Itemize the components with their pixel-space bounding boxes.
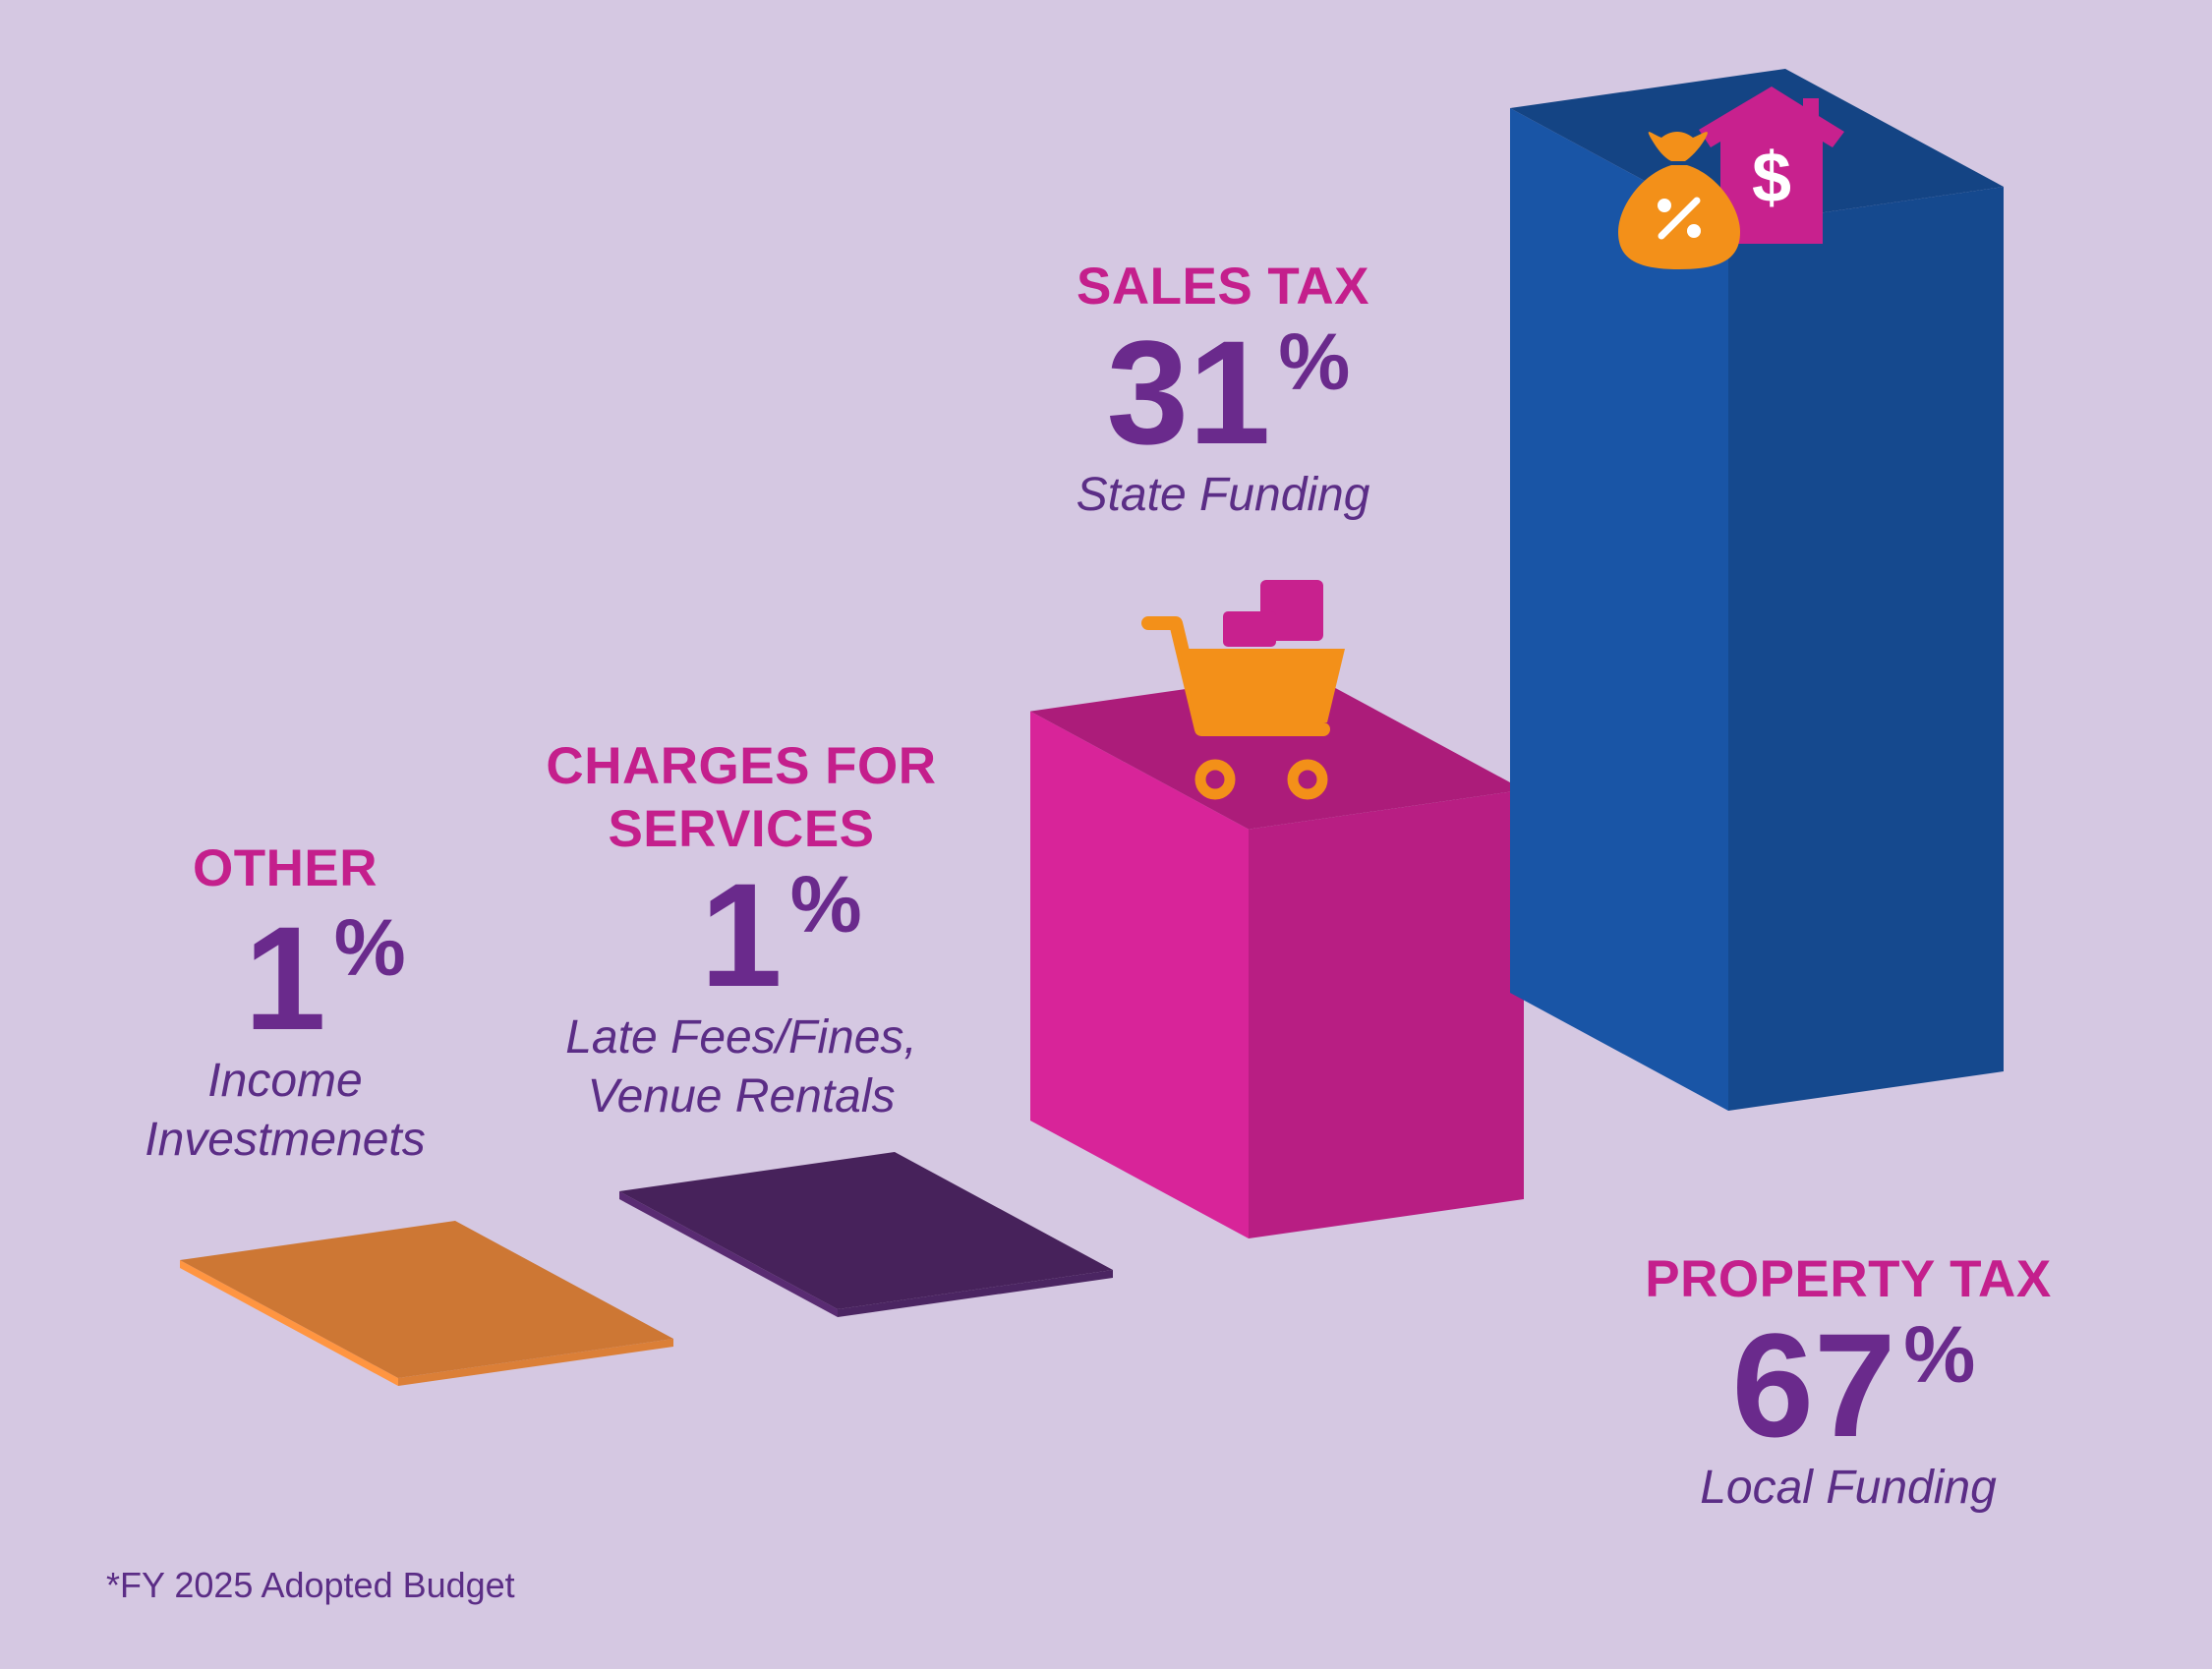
desc-sales: State Funding xyxy=(1076,469,1370,521)
value-charges: 1% xyxy=(700,861,861,1008)
desc-charges-line2: Venue Rentals xyxy=(587,1070,896,1122)
label-other: OTHER 1% Income Investmenets xyxy=(138,837,433,1170)
value-property: 67% xyxy=(1732,1311,1976,1459)
bar-other-right-face xyxy=(398,1339,673,1386)
value-other: 1% xyxy=(244,904,405,1052)
value-other-unit: % xyxy=(333,903,406,993)
money-bag-icon xyxy=(1618,132,1740,269)
value-charges-number: 1 xyxy=(700,852,783,1017)
value-sales: 31% xyxy=(1107,318,1351,466)
desc-charges-line1: Late Fees/Fines, xyxy=(565,1011,917,1064)
category-other: OTHER xyxy=(193,839,378,897)
value-sales-number: 31 xyxy=(1106,310,1271,475)
desc-other-line1: Income xyxy=(207,1055,363,1107)
label-sales: SALES TAX 31% State Funding xyxy=(1026,256,1420,525)
value-sales-unit: % xyxy=(1278,317,1351,407)
bar-property-tax-right-face xyxy=(1728,187,2004,1111)
value-other-number: 1 xyxy=(244,895,326,1061)
bar-other-top-face xyxy=(180,1221,673,1378)
desc-property: Local Funding xyxy=(1700,1462,1997,1514)
bar-sales-tax-right-face xyxy=(1249,789,1524,1238)
category-sales: SALES TAX xyxy=(1077,258,1369,316)
bar-other-left-face xyxy=(180,1260,398,1386)
category-property: PROPERTY TAX xyxy=(1645,1250,2052,1308)
value-charges-unit: % xyxy=(789,860,862,950)
svg-text:$: $ xyxy=(1752,139,1791,217)
value-property-number: 67 xyxy=(1731,1302,1896,1468)
footnote: *FY 2025 Adopted Budget xyxy=(106,1565,515,1605)
house-dollar-icon: $ xyxy=(1699,86,1844,244)
bar-sales-tax-left-face xyxy=(1030,711,1249,1238)
bar-charges-for-services-top-face xyxy=(619,1152,1113,1309)
bar-sales-tax-top-face xyxy=(1030,671,1524,830)
bar-property-tax-left-face xyxy=(1510,108,1728,1111)
desc-other-line2: Investmenets xyxy=(145,1114,426,1166)
category-charges-line1: CHARGES FOR xyxy=(546,737,937,795)
category-charges-line2: SERVICES xyxy=(608,800,875,858)
shopping-cart-icon xyxy=(1141,580,1345,800)
bar-charges-for-services-left-face xyxy=(619,1191,838,1317)
label-property: PROPERTY TAX 67% Local Funding xyxy=(1632,1248,2065,1518)
bar-charges-for-services-right-face xyxy=(838,1270,1113,1317)
label-charges: CHARGES FOR SERVICES 1% Late Fees/Fines,… xyxy=(545,735,938,1126)
value-property-unit: % xyxy=(1903,1310,1976,1400)
